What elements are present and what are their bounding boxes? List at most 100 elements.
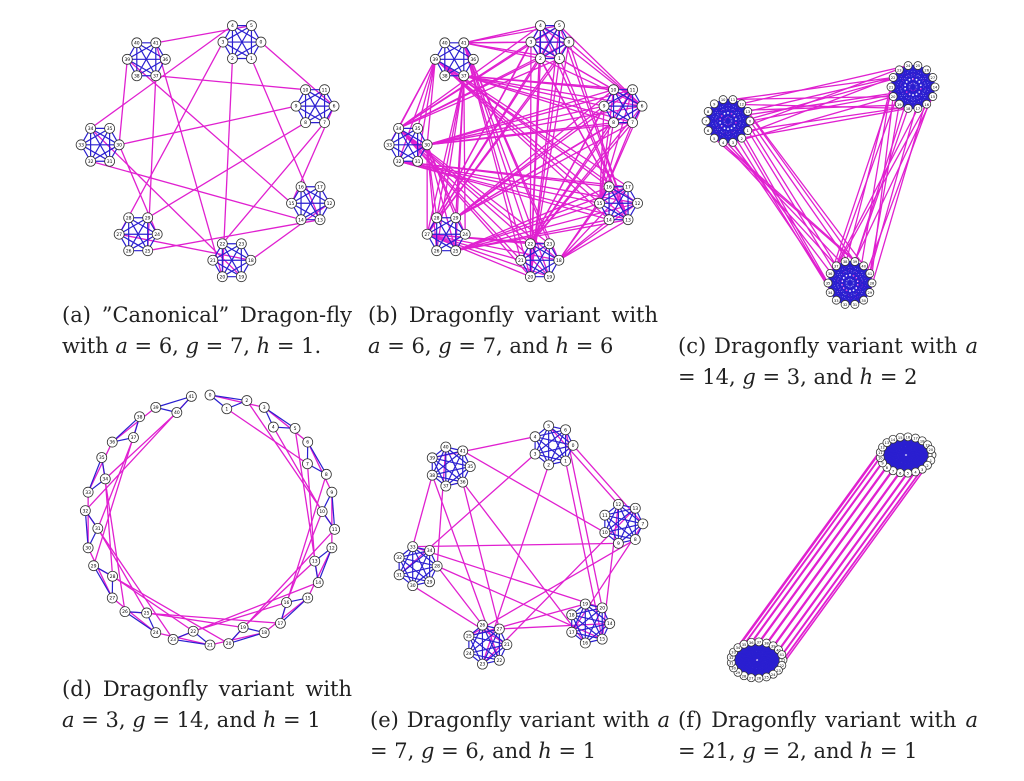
router-label: 13 (632, 506, 638, 512)
router-label: 39 (432, 57, 438, 63)
router-node: 26 (922, 65, 932, 75)
global-link (737, 442, 888, 649)
local-link (907, 449, 932, 474)
caption-text: = 7, and (451, 334, 556, 358)
router-label: 41 (868, 272, 873, 276)
router-label: 19 (925, 443, 930, 447)
router-node: 0 (204, 389, 216, 401)
local-link (435, 42, 465, 60)
local-link (432, 457, 471, 468)
router-node: 15 (928, 92, 938, 101)
global-link (707, 130, 871, 274)
router-label: 6 (707, 129, 710, 133)
router-label: 5 (250, 23, 253, 29)
local-link (539, 25, 560, 59)
router-label: 17 (916, 107, 921, 111)
caption-text: = 6, (127, 334, 186, 358)
router-label: 10 (319, 509, 325, 515)
router-node: 16 (295, 181, 307, 193)
router-node: 15 (596, 633, 608, 645)
router-label: 28 (742, 674, 747, 678)
router-label: 4 (539, 23, 542, 29)
router-label: 12 (635, 201, 641, 207)
local-link (863, 273, 871, 301)
local-link (743, 654, 783, 677)
router-label: 35 (107, 126, 113, 132)
router-label: 40 (443, 445, 449, 451)
local-link (571, 622, 610, 633)
router-node: 13 (743, 107, 753, 116)
router-label: 18 (261, 630, 267, 636)
local-link (548, 425, 567, 462)
router-label: 28 (110, 574, 116, 580)
router-label: 17 (569, 630, 575, 636)
router-label: 6 (564, 427, 567, 433)
global-link (737, 466, 888, 673)
router-label: 33 (85, 490, 91, 496)
router-label: 5 (907, 472, 909, 476)
local-link (737, 647, 782, 656)
router-label: 2 (245, 398, 248, 404)
local-link (758, 654, 783, 679)
local-link (733, 654, 783, 669)
caption-text: = 14, (678, 365, 743, 389)
router-label: 26 (122, 609, 128, 615)
router-label: 20 (599, 605, 605, 611)
router-label: 25 (144, 611, 150, 617)
local-link (468, 635, 500, 661)
router-node: 28 (867, 278, 877, 288)
router-node: 23 (477, 658, 488, 670)
router-label: 31 (396, 572, 402, 578)
local-link (899, 69, 933, 79)
router-label: 37 (461, 73, 467, 79)
global-link (90, 127, 242, 278)
router-node: 23 (167, 634, 179, 645)
router-label: 0 (568, 40, 571, 46)
global-link (463, 75, 605, 107)
router-node: 14 (295, 214, 307, 226)
router-node: 37 (754, 637, 764, 647)
router-label: 17 (317, 184, 323, 190)
router-node: 2 (543, 459, 555, 471)
router-label: 9 (617, 541, 620, 547)
local-link (603, 89, 633, 107)
router-label: 23 (776, 669, 781, 673)
router-label: 17 (278, 621, 284, 627)
local-link (829, 272, 871, 294)
router-node: 15 (302, 592, 314, 604)
global-link (436, 75, 465, 218)
router-label: 1 (747, 129, 749, 133)
router-node: 34 (393, 122, 405, 134)
router-node: 33 (831, 295, 841, 305)
router-node: 26 (431, 245, 443, 257)
caption-text: = 1. (270, 334, 322, 358)
router-label: 29 (427, 579, 433, 585)
global-link (463, 42, 522, 261)
router-node: 27 (493, 623, 505, 635)
router-label: 37 (131, 435, 137, 441)
router-label: 17 (913, 437, 918, 441)
local-link (604, 523, 643, 534)
router-node: 22 (524, 238, 536, 250)
local-link (548, 429, 567, 466)
router-label: 0 (209, 393, 212, 399)
router-label: 28 (434, 564, 440, 570)
router-label: 18 (569, 612, 575, 618)
router-label: 14 (607, 621, 613, 627)
router-label: 40 (861, 264, 866, 268)
local-link (93, 565, 113, 599)
router-label: 19 (238, 274, 244, 280)
caption-text: = 1 (873, 739, 918, 763)
router-label: 0 (931, 454, 934, 458)
router-node: 4 (267, 421, 279, 433)
router-node: 29 (88, 560, 100, 572)
router-node: 3 (728, 138, 738, 147)
router-node: 23 (543, 238, 555, 250)
router-node: 8 (703, 107, 713, 116)
router-node: 5 (543, 420, 555, 432)
router-node: 16 (579, 637, 591, 649)
